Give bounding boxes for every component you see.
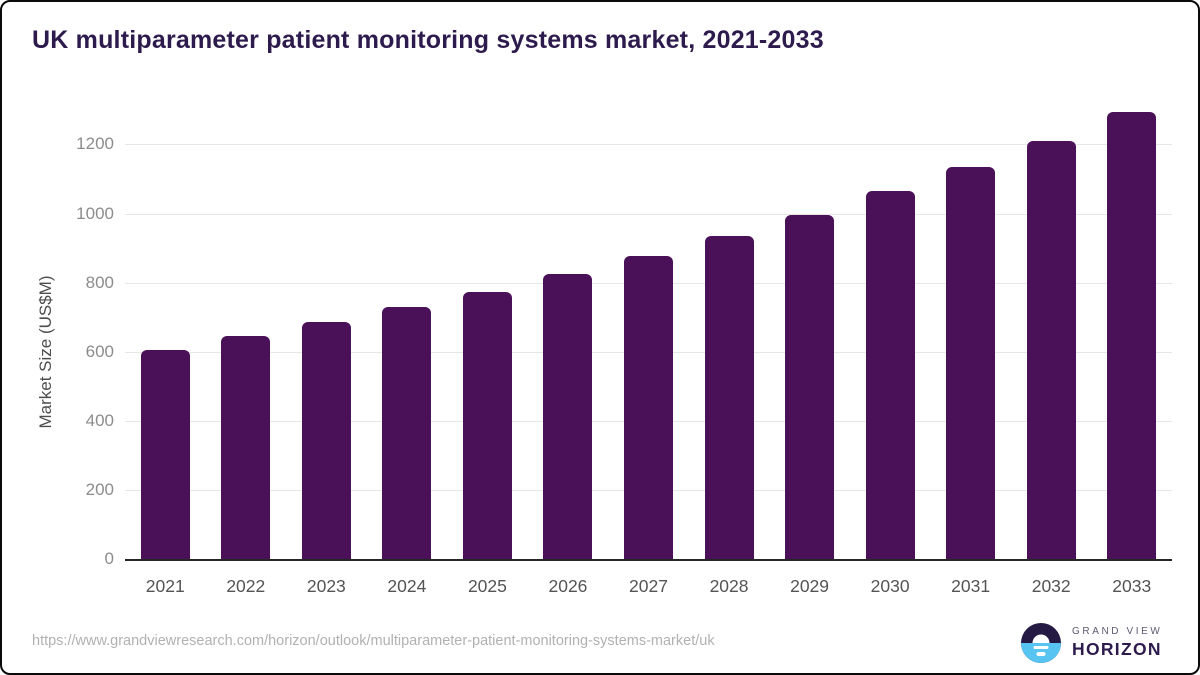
bar-2025: [462, 291, 512, 559]
x-tick-label: 2028: [709, 576, 749, 596]
x-tick-label: 2031: [951, 576, 991, 596]
y-tick-label: 0: [104, 549, 114, 568]
bar-2027: [624, 255, 673, 559]
x-tick-label: 2025: [467, 576, 507, 596]
logo-grand-view-label: GRAND VIEW: [1072, 626, 1163, 637]
logo-reflection-icon: [1033, 645, 1049, 649]
bar-2031: [946, 166, 996, 559]
bar-2026: [543, 273, 593, 559]
x-tick-label: 2026: [548, 576, 588, 596]
x-tick-label: 2032: [1031, 576, 1071, 596]
bar-2030: [865, 191, 915, 559]
x-axis-line: [125, 559, 1172, 561]
bar-2023: [301, 322, 351, 559]
source-url: https://www.grandviewresearch.com/horizo…: [32, 633, 715, 649]
x-tick-label: 2022: [226, 576, 266, 596]
bar-2021: [140, 349, 190, 559]
bar-2024: [382, 307, 432, 559]
brand-logo: GRAND VIEW HORIZON: [1021, 623, 1162, 663]
bar-2033: [1107, 112, 1157, 559]
x-tick-label: 2024: [387, 576, 427, 596]
grand-view-horizon-logo-icon: [1021, 623, 1061, 663]
gridline: [125, 144, 1172, 146]
x-tick-label: 2030: [870, 576, 910, 596]
logo-reflection-icon: [1036, 652, 1046, 656]
bar-2028: [704, 235, 754, 559]
y-tick-label: 200: [85, 479, 114, 499]
logo-text: GRAND VIEW HORIZON: [1072, 626, 1162, 660]
bar-2029: [785, 214, 835, 559]
y-tick-label: 600: [85, 341, 114, 361]
y-tick-label: 1000: [76, 203, 114, 223]
chart-title: UK multiparameter patient monitoring sys…: [32, 26, 824, 54]
logo-horizon-label: HORIZON: [1072, 639, 1162, 659]
bar-2032: [1026, 140, 1076, 559]
gridline: [125, 213, 1172, 215]
y-tick-label: 800: [85, 272, 114, 292]
x-tick-label: 2021: [145, 576, 185, 596]
x-tick-label: 2033: [1112, 576, 1152, 596]
y-tick-label: 400: [85, 410, 114, 430]
y-tick-label: 1200: [76, 134, 114, 154]
x-tick-label: 2023: [306, 576, 346, 596]
bar-2022: [221, 336, 271, 559]
x-tick-label: 2029: [790, 576, 830, 596]
x-tick-label: 2027: [629, 576, 668, 596]
